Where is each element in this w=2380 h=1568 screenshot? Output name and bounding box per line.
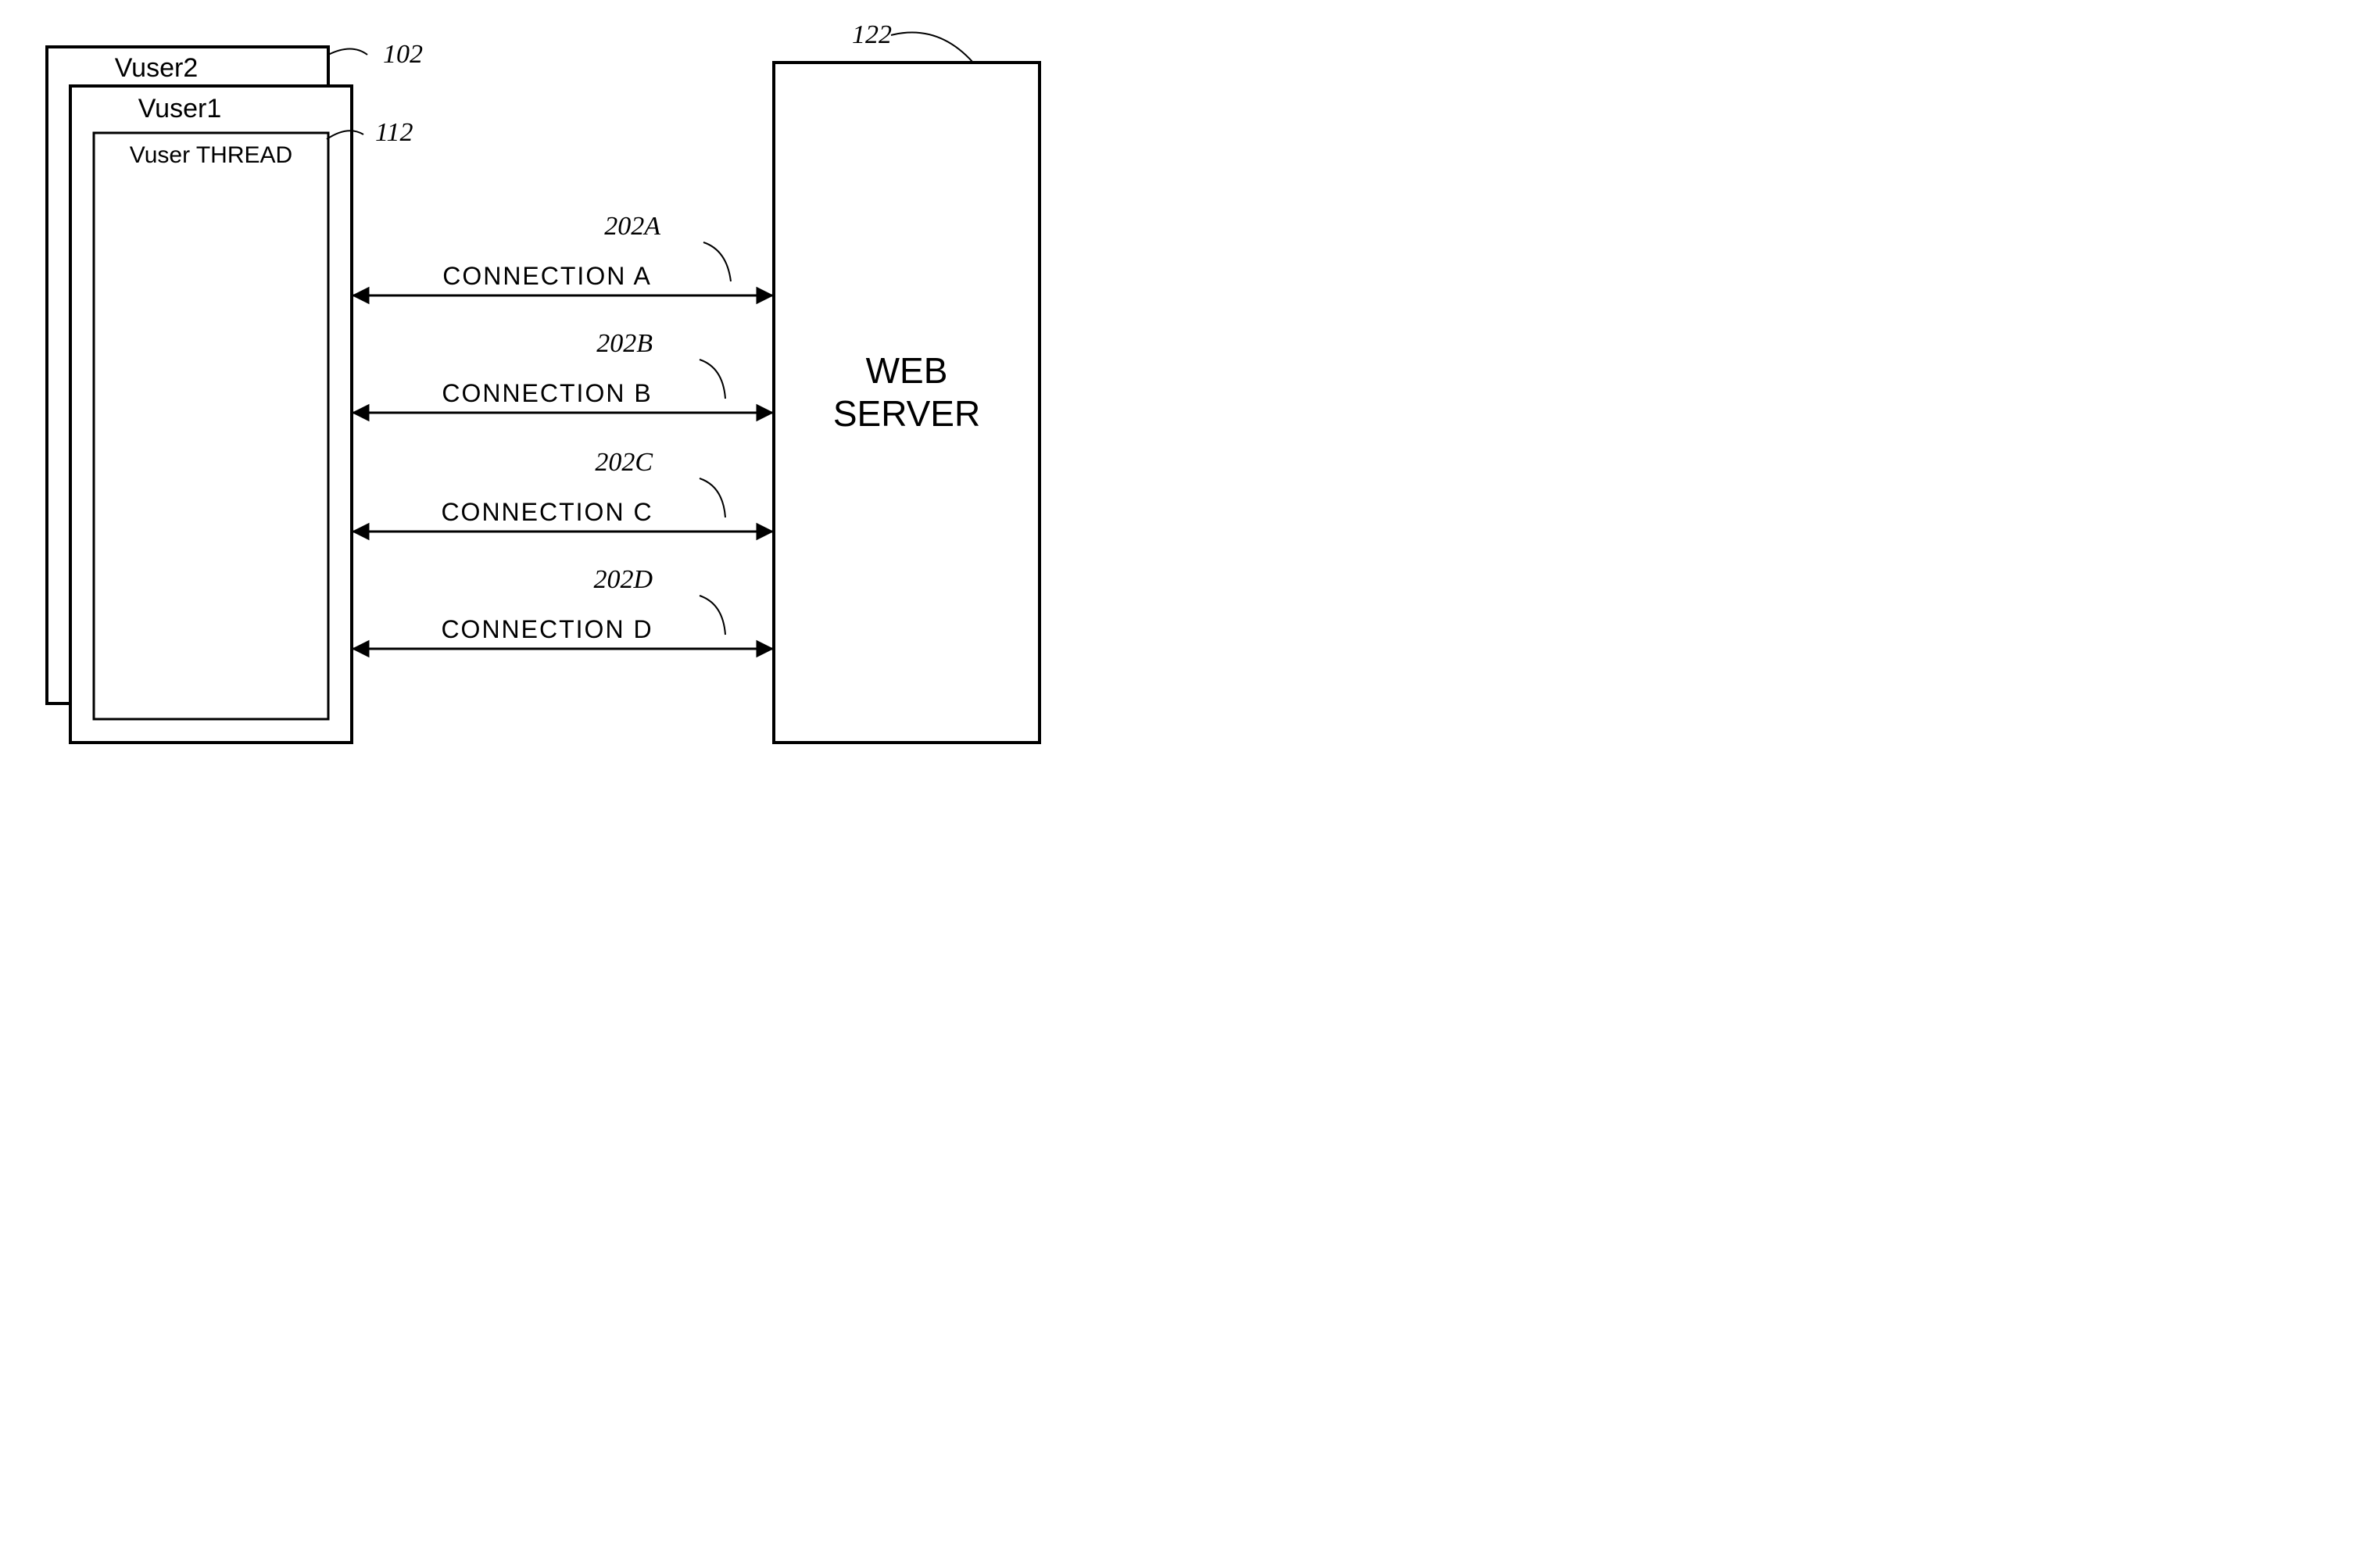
ref-leader [700,596,725,635]
ref-leader [703,242,731,281]
vuser-thread-box [94,133,328,719]
vuser1-label: Vuser1 [138,94,221,124]
ref-number: 202B [596,329,653,358]
connection-label: CONNECTION B [442,379,652,407]
ref-number: 102 [383,40,423,69]
ref-number: 202D [593,565,653,594]
ref-leader [700,360,725,399]
vuser2-label: Vuser2 [115,53,198,83]
ref-leader [891,33,973,63]
ref-number: 202A [604,212,660,241]
connection-label: CONNECTION C [441,498,653,526]
connection-label: CONNECTION A [442,262,652,290]
vuser-thread-label: Vuser THREAD [130,142,292,168]
ref-number: 122 [852,20,892,49]
ref-number: 112 [375,118,413,147]
connection-label: CONNECTION D [441,615,653,643]
ref-leader [700,478,725,517]
web-server-label-1: WEB [866,350,948,391]
web-server-label-2: SERVER [833,393,980,434]
ref-number: 202C [595,448,653,477]
ref-leader [328,49,367,55]
